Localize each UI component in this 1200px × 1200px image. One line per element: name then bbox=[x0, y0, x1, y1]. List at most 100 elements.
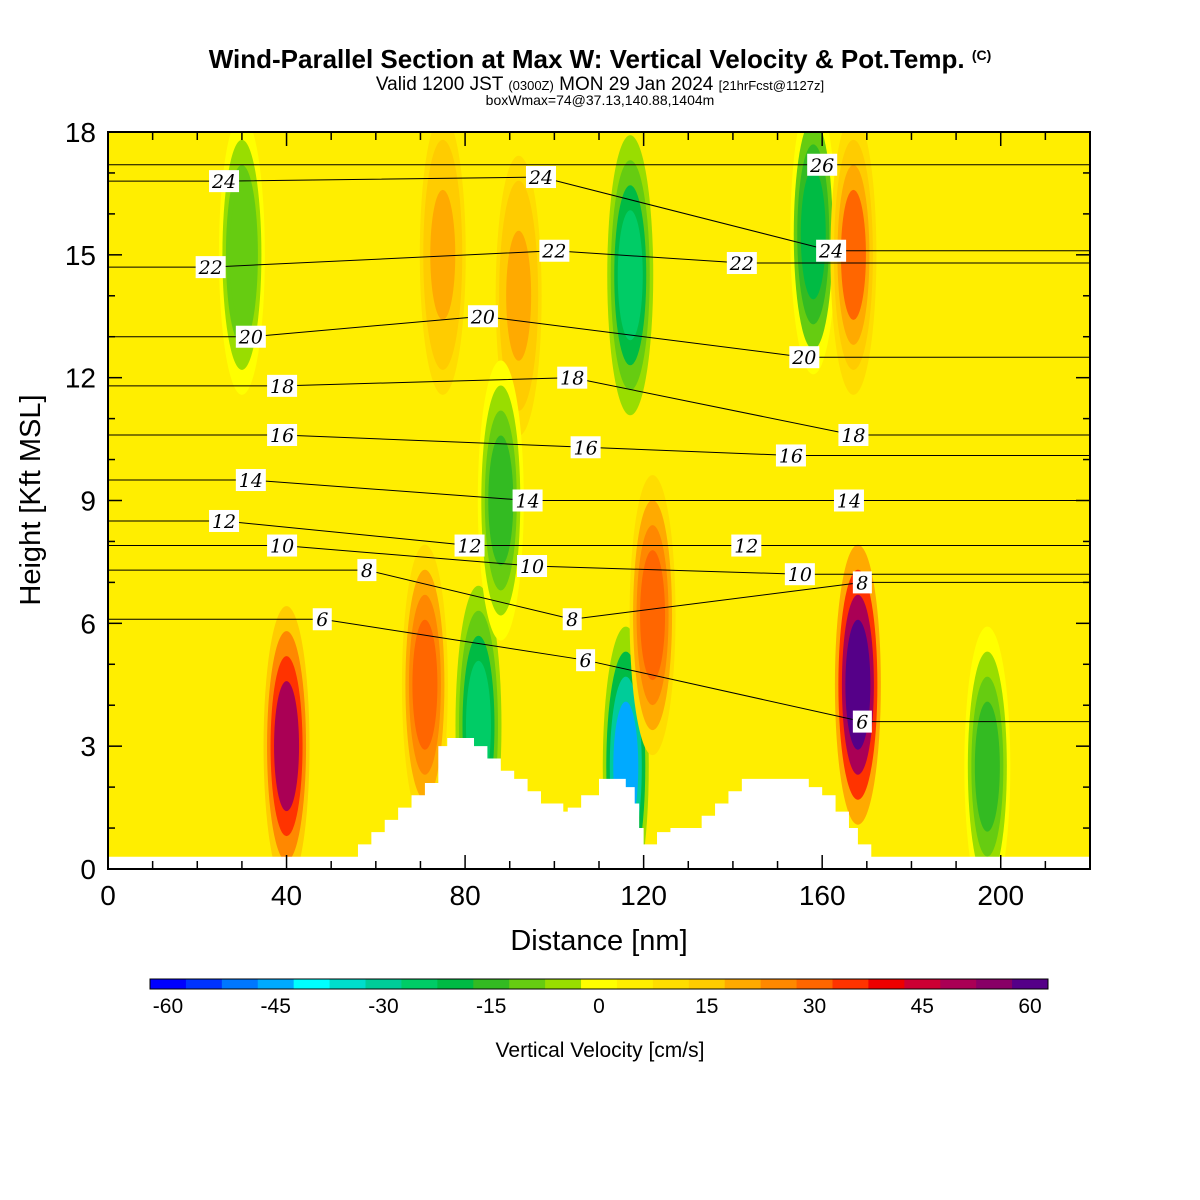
theta-label: 16 bbox=[267, 423, 298, 447]
theta-label-text: 26 bbox=[809, 155, 834, 177]
y-tick-label: 12 bbox=[65, 363, 96, 394]
theta-label-box bbox=[267, 374, 298, 397]
theta-label: 16 bbox=[775, 444, 806, 467]
theta-label-box bbox=[267, 423, 298, 446]
theta-label: 12 bbox=[454, 534, 485, 558]
w-feature-11 bbox=[506, 230, 532, 361]
y-axis: 0 3 6 9 12 15 18 bbox=[65, 117, 1090, 885]
w-feature-9 bbox=[840, 189, 866, 320]
x-axis: 0 40 80 120 160 200 bbox=[100, 132, 1091, 911]
theta-label: 8 bbox=[357, 559, 377, 582]
colorbar-swatch bbox=[1012, 979, 1049, 989]
x-axis-label: Distance [nm] bbox=[510, 925, 687, 957]
theta-label-text: 24 bbox=[818, 241, 843, 263]
copyright-mark: (C) bbox=[971, 47, 992, 63]
theta-label-box bbox=[731, 534, 762, 557]
theta-label: 10 bbox=[784, 563, 815, 586]
theta-label: 14 bbox=[512, 489, 543, 513]
colorbar-frame bbox=[149, 978, 1049, 990]
y-tick-label: 18 bbox=[65, 117, 96, 148]
w-feature-0 bbox=[274, 681, 300, 812]
theta-label-box bbox=[195, 256, 226, 279]
theta-label-box bbox=[816, 239, 847, 262]
theta-label: 18 bbox=[267, 374, 298, 398]
theta-label-box bbox=[539, 239, 570, 262]
theta-label-text: 10 bbox=[788, 564, 812, 586]
colorbar-tick-label: -45 bbox=[261, 995, 291, 1018]
theta-label-box bbox=[209, 170, 240, 193]
theta-label-text: 24 bbox=[528, 167, 553, 189]
w-feature-8 bbox=[800, 169, 826, 300]
theta-label-box bbox=[784, 563, 815, 586]
theta-label: 22 bbox=[195, 256, 226, 279]
theta-label-text: 8 bbox=[361, 560, 373, 582]
valid-time: Valid 1200 JST bbox=[375, 74, 504, 95]
y-axis-label: Height [Kft MSL] bbox=[15, 394, 47, 605]
theta-label-box bbox=[312, 608, 332, 631]
theta-label: 12 bbox=[731, 534, 762, 558]
theta-label-text: 22 bbox=[198, 257, 223, 279]
theta-label: 16 bbox=[570, 436, 601, 459]
colorbar-swatch bbox=[473, 979, 510, 989]
theta-label-text: 16 bbox=[574, 437, 598, 459]
theta-label: 6 bbox=[312, 608, 332, 631]
colorbar-swatch bbox=[976, 979, 1013, 989]
theta-label-text: 12 bbox=[734, 536, 758, 558]
colorbar-swatch bbox=[545, 979, 582, 989]
chart-subtitle: Valid 1200 JST (0300Z) MON 29 Jan 2024 [… bbox=[0, 74, 1200, 96]
theta-label-box bbox=[833, 489, 864, 512]
y-tick-label: 0 bbox=[80, 854, 96, 885]
colorbar-swatch bbox=[221, 979, 259, 989]
theta-label: 20 bbox=[467, 305, 498, 328]
w-feature-4 bbox=[640, 550, 666, 681]
colorbar-swatch bbox=[616, 979, 654, 989]
terrain-profile bbox=[108, 737, 1090, 869]
colorbar-tick-label: 15 bbox=[695, 995, 718, 1018]
colorbar-tick-label: 60 bbox=[1018, 995, 1041, 1018]
theta-label-box bbox=[267, 534, 298, 557]
colorbar-tick-label: 45 bbox=[911, 995, 934, 1018]
utc-time: (0300Z) bbox=[508, 78, 554, 93]
theta-label: 24 bbox=[816, 239, 847, 263]
theta-label-text: 18 bbox=[841, 425, 865, 447]
colorbar-swatch bbox=[688, 979, 726, 989]
theta-label-box bbox=[562, 608, 582, 631]
x-tick-label: 120 bbox=[620, 880, 667, 911]
theta-label: 18 bbox=[557, 366, 588, 390]
theta-label-box bbox=[726, 252, 757, 275]
colorbar-swatch bbox=[581, 979, 618, 989]
theta-label-box bbox=[838, 423, 869, 446]
theta-label: 26 bbox=[807, 153, 838, 177]
theta-label-text: 10 bbox=[270, 536, 294, 558]
x-tick-label: 200 bbox=[977, 880, 1024, 911]
colorbar-swatch bbox=[652, 979, 690, 989]
colorbar-swatch bbox=[760, 979, 798, 989]
colorbar-swatch bbox=[293, 979, 331, 989]
theta-label-box bbox=[454, 534, 485, 557]
theta-label-text: 16 bbox=[779, 445, 803, 467]
theta-label-text: 14 bbox=[837, 491, 861, 513]
colorbar-tick-label: -60 bbox=[153, 995, 183, 1018]
w-feature-7 bbox=[617, 210, 643, 341]
theta-label-box bbox=[576, 649, 596, 672]
y-tick-label: 9 bbox=[80, 486, 96, 517]
theta-label: 20 bbox=[235, 325, 266, 349]
theta-label-text: 14 bbox=[239, 470, 263, 492]
theta-label-text: 8 bbox=[566, 609, 578, 631]
chart-title: Wind-Parallel Section at Max W: Vertical… bbox=[208, 44, 992, 74]
colorbar-swatch bbox=[509, 979, 546, 989]
colorbar-swatch bbox=[437, 979, 474, 989]
theta-label-text: 16 bbox=[270, 425, 294, 447]
y-tick-label: 3 bbox=[80, 731, 96, 762]
theta-label: 24 bbox=[209, 170, 240, 193]
colorbar-swatch bbox=[724, 979, 762, 989]
theta-label: 20 bbox=[789, 346, 820, 369]
x-tick-label: 40 bbox=[271, 880, 302, 911]
colorbar-tick-label: 30 bbox=[803, 995, 826, 1018]
theta-label: 22 bbox=[726, 252, 757, 275]
theta-label-box bbox=[570, 436, 601, 459]
theta-label: 18 bbox=[838, 423, 869, 447]
theta-label-text: 8 bbox=[856, 572, 868, 594]
theta-label-text: 12 bbox=[457, 536, 481, 558]
